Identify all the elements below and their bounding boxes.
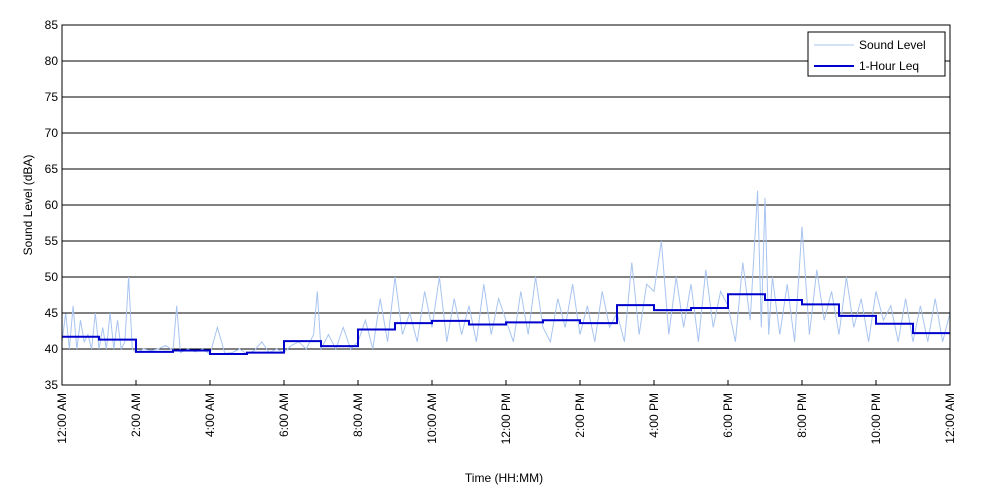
series-layer (61, 190, 951, 356)
y-tick-label: 80 (45, 54, 59, 68)
x-tick-label: 2:00 AM (129, 393, 143, 437)
y-tick-label: 55 (45, 234, 59, 248)
legend-label-sound-level: Sound Level (859, 38, 926, 52)
x-tick-label: 6:00 AM (277, 393, 291, 437)
y-tick-label: 60 (45, 198, 59, 212)
y-tick-label: 75 (45, 90, 59, 104)
y-axis-ticks: 35 40 45 50 55 60 65 70 75 80 85 (45, 18, 67, 392)
x-tick-label: 2:00 PM (573, 393, 587, 438)
y-tick-label: 40 (45, 342, 59, 356)
x-axis-ticks: 12:00 AM 2:00 AM 4:00 AM 6:00 AM 8:00 AM 10:0… (55, 380, 957, 444)
x-tick-label: 12:00 PM (499, 393, 513, 444)
x-tick-label: 4:00 PM (647, 393, 661, 438)
legend-label-1-hour-leq: 1-Hour Leq (859, 59, 919, 73)
x-tick-label: 8:00 PM (795, 393, 809, 438)
y-axis-label: Sound Level (dBA) (21, 155, 35, 256)
x-tick-label: 12:00 AM (943, 393, 957, 444)
legend-box (807, 31, 946, 77)
y-tick-label: 45 (45, 306, 59, 320)
y-tick-label: 35 (45, 378, 59, 392)
y-tick-label: 50 (45, 270, 59, 284)
y-tick-label: 85 (45, 18, 59, 32)
legend: Sound Level 1-Hour Leq (807, 31, 946, 77)
x-tick-label: 12:00 AM (55, 393, 69, 444)
series-line-1-hour-leq (62, 293, 950, 356)
x-tick-label: 10:00 AM (425, 393, 439, 444)
grid-lines (62, 60, 950, 350)
x-tick-label: 10:00 PM (869, 393, 883, 444)
y-tick-label: 70 (45, 126, 59, 140)
x-tick-label: 4:00 AM (203, 393, 217, 437)
y-tick-label: 65 (45, 162, 59, 176)
x-tick-label: 6:00 PM (721, 393, 735, 438)
x-tick-label: 8:00 AM (351, 393, 365, 437)
x-axis-label: Time (HH:MM) (465, 471, 543, 485)
